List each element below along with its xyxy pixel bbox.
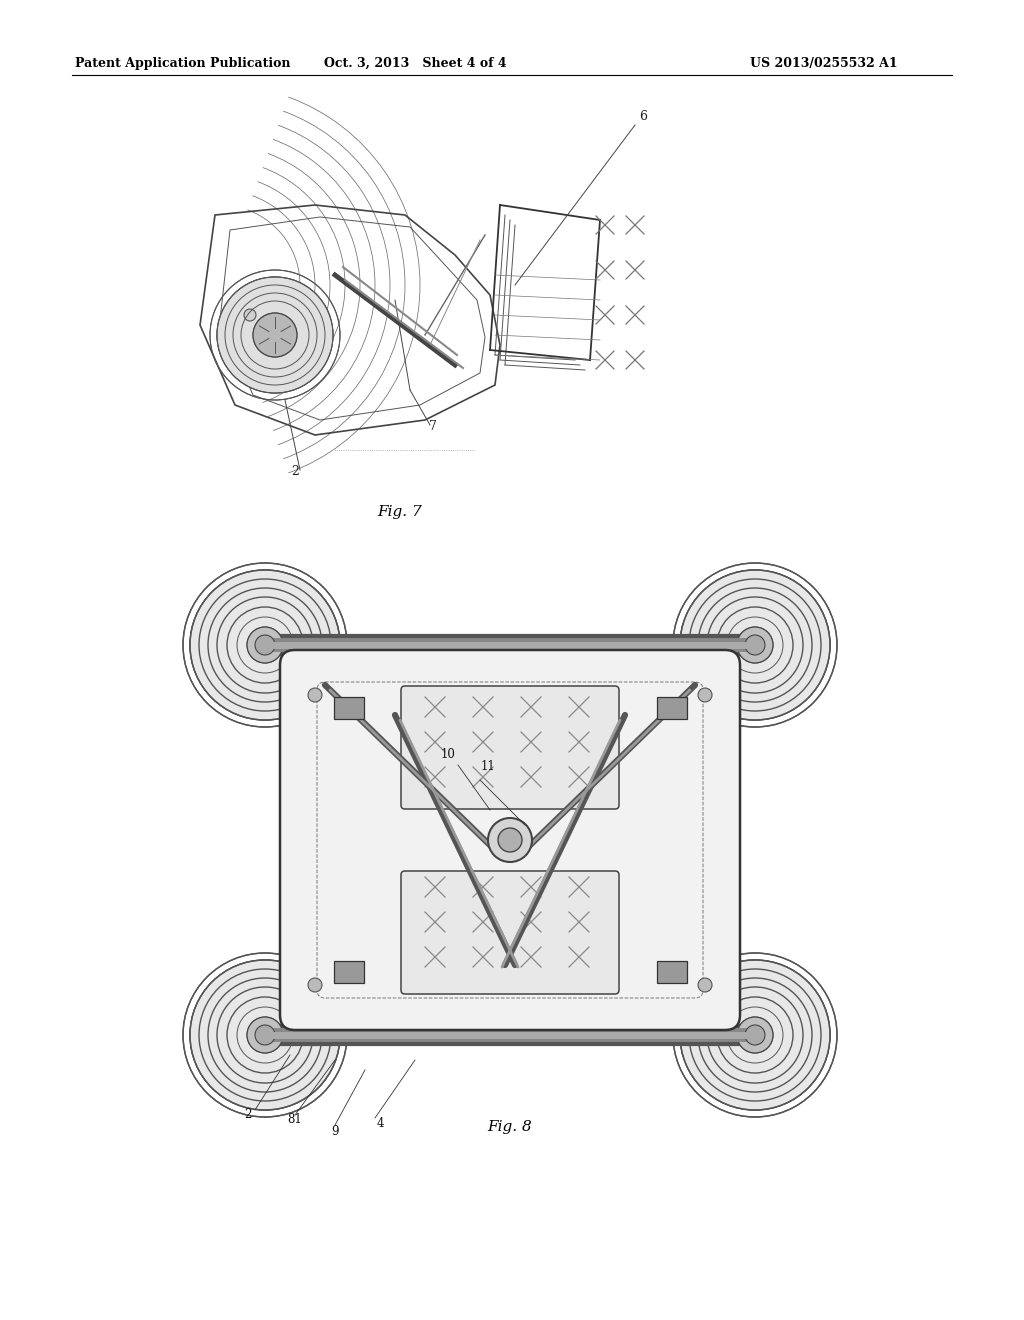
FancyBboxPatch shape [401,871,618,994]
Circle shape [247,1016,283,1053]
Circle shape [308,688,322,702]
Text: Patent Application Publication: Patent Application Publication [75,57,291,70]
Text: 81: 81 [288,1113,302,1126]
Circle shape [247,627,283,663]
Circle shape [745,1026,765,1045]
Text: US 2013/0255532 A1: US 2013/0255532 A1 [750,57,898,70]
Circle shape [498,828,522,851]
Circle shape [244,309,256,321]
Circle shape [698,978,712,993]
Text: 6: 6 [639,110,647,123]
Text: Fig. 7: Fig. 7 [378,506,422,519]
Circle shape [190,960,340,1110]
FancyBboxPatch shape [280,649,740,1030]
Circle shape [680,570,830,719]
Text: Fig. 8: Fig. 8 [487,1119,532,1134]
Text: 10: 10 [440,748,456,762]
Circle shape [698,688,712,702]
Text: 2: 2 [245,1107,252,1121]
Text: Oct. 3, 2013   Sheet 4 of 4: Oct. 3, 2013 Sheet 4 of 4 [324,57,506,70]
FancyBboxPatch shape [656,961,686,983]
FancyBboxPatch shape [334,961,364,983]
FancyBboxPatch shape [334,697,364,719]
Circle shape [737,1016,773,1053]
Circle shape [745,635,765,655]
Circle shape [488,818,532,862]
FancyBboxPatch shape [656,697,686,719]
Circle shape [680,960,830,1110]
Text: 4: 4 [376,1117,384,1130]
Text: 7: 7 [429,420,437,433]
Circle shape [253,313,297,356]
Text: 9: 9 [331,1125,339,1138]
Circle shape [308,978,322,993]
Circle shape [255,1026,275,1045]
Circle shape [737,627,773,663]
Circle shape [190,570,340,719]
Text: 11: 11 [480,760,496,774]
Circle shape [217,277,333,393]
Text: 2: 2 [291,465,299,478]
Circle shape [255,635,275,655]
FancyBboxPatch shape [401,686,618,809]
